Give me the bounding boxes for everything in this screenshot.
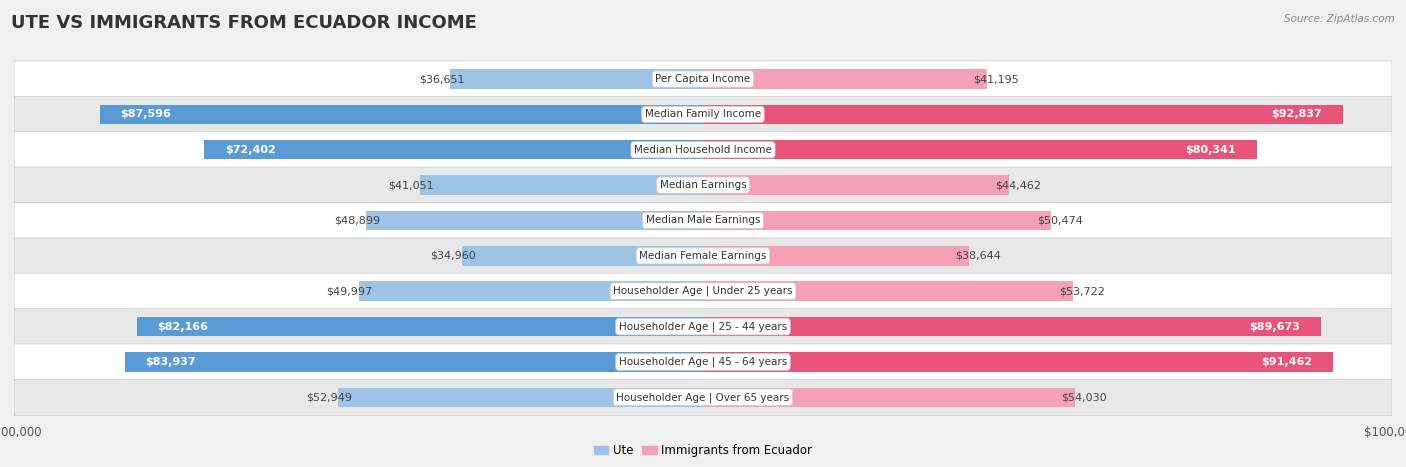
Bar [703, 140, 1257, 160]
Text: Median Female Earnings: Median Female Earnings [640, 251, 766, 261]
FancyBboxPatch shape [14, 96, 1392, 133]
Text: Householder Age | 25 - 44 years: Householder Age | 25 - 44 years [619, 321, 787, 332]
Text: Householder Age | Over 65 years: Householder Age | Over 65 years [616, 392, 790, 403]
Bar [463, 246, 703, 266]
Text: Source: ZipAtlas.com: Source: ZipAtlas.com [1284, 14, 1395, 24]
Bar [125, 352, 703, 372]
Bar [450, 69, 703, 89]
Text: $36,651: $36,651 [419, 74, 464, 84]
Bar [703, 176, 1010, 195]
Bar [703, 69, 987, 89]
Text: Householder Age | 45 - 64 years: Householder Age | 45 - 64 years [619, 357, 787, 367]
Text: $48,899: $48,899 [333, 215, 380, 226]
FancyBboxPatch shape [14, 238, 1392, 274]
Text: $82,166: $82,166 [157, 322, 208, 332]
Bar [703, 211, 1050, 230]
Text: $52,949: $52,949 [307, 392, 352, 402]
Text: $72,402: $72,402 [225, 145, 276, 155]
Bar [703, 352, 1333, 372]
Text: $34,960: $34,960 [430, 251, 475, 261]
Text: $80,341: $80,341 [1185, 145, 1236, 155]
Bar [136, 317, 703, 336]
Text: $54,030: $54,030 [1062, 392, 1107, 402]
FancyBboxPatch shape [14, 203, 1392, 239]
Bar [703, 388, 1076, 407]
Text: $53,722: $53,722 [1059, 286, 1105, 296]
Text: $83,937: $83,937 [145, 357, 195, 367]
Bar [703, 105, 1343, 124]
Text: Per Capita Income: Per Capita Income [655, 74, 751, 84]
Bar [339, 388, 703, 407]
FancyBboxPatch shape [14, 309, 1392, 345]
Bar [703, 317, 1320, 336]
Text: Median Family Income: Median Family Income [645, 109, 761, 120]
Bar [420, 176, 703, 195]
Bar [703, 246, 969, 266]
Text: $44,462: $44,462 [995, 180, 1042, 190]
Text: $38,644: $38,644 [956, 251, 1001, 261]
Bar [703, 282, 1073, 301]
Text: Median Earnings: Median Earnings [659, 180, 747, 190]
Text: $89,673: $89,673 [1250, 322, 1301, 332]
FancyBboxPatch shape [14, 132, 1392, 168]
FancyBboxPatch shape [14, 379, 1392, 415]
Text: $87,596: $87,596 [120, 109, 172, 120]
FancyBboxPatch shape [14, 273, 1392, 309]
Text: $91,462: $91,462 [1261, 357, 1312, 367]
Text: $92,837: $92,837 [1271, 109, 1322, 120]
Text: $50,474: $50,474 [1038, 215, 1083, 226]
Text: Median Household Income: Median Household Income [634, 145, 772, 155]
Bar [204, 140, 703, 160]
Bar [100, 105, 703, 124]
Bar [366, 211, 703, 230]
Text: $49,997: $49,997 [326, 286, 373, 296]
Text: Median Male Earnings: Median Male Earnings [645, 215, 761, 226]
Text: UTE VS IMMIGRANTS FROM ECUADOR INCOME: UTE VS IMMIGRANTS FROM ECUADOR INCOME [11, 14, 477, 32]
Text: $41,195: $41,195 [973, 74, 1019, 84]
FancyBboxPatch shape [14, 61, 1392, 97]
Text: Householder Age | Under 25 years: Householder Age | Under 25 years [613, 286, 793, 297]
Bar [359, 282, 703, 301]
FancyBboxPatch shape [14, 344, 1392, 380]
Text: $41,051: $41,051 [388, 180, 434, 190]
FancyBboxPatch shape [14, 167, 1392, 203]
Legend: Ute, Immigrants from Ecuador: Ute, Immigrants from Ecuador [589, 439, 817, 462]
